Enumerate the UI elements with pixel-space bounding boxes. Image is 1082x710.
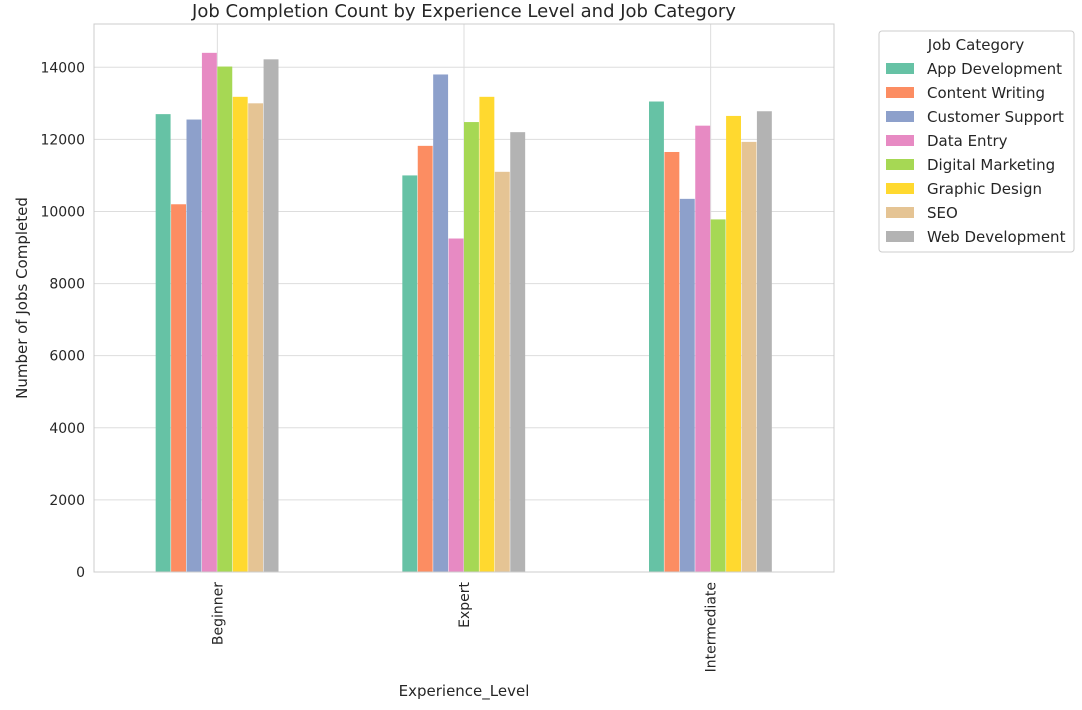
bar-digital-marketing-expert [464, 122, 479, 572]
bar-customer-support-beginner [186, 119, 202, 572]
legend-swatch-graphic-design [886, 183, 914, 194]
legend-label-graphic-design: Graphic Design [927, 180, 1042, 198]
legend-label-seo: SEO [927, 204, 958, 222]
legend-swatch-web-development [886, 231, 914, 242]
legend-swatch-customer-support [886, 111, 914, 122]
legend-label-content-writing: Content Writing [927, 84, 1045, 102]
bar-graphic-design-expert [479, 96, 495, 572]
y-tick-label: 4000 [49, 421, 85, 437]
y-tick-label: 8000 [49, 277, 85, 293]
bar-app-development-intermediate [649, 101, 664, 573]
legend-swatch-content-writing [886, 87, 914, 98]
bar-customer-support-expert [433, 74, 449, 572]
bar-web-development-expert [510, 132, 526, 572]
x-tick-label: Intermediate [704, 582, 720, 672]
bars [155, 52, 772, 573]
x-tick-label: Beginner [210, 582, 226, 645]
bar-graphic-design-beginner [232, 96, 248, 572]
y-tick-labels: 0 2000 4000 6000 8000 10000 12000 14000 [40, 60, 85, 581]
bar-app-development-beginner [155, 114, 171, 572]
bar-content-writing-beginner [171, 204, 186, 572]
bar-app-development-expert [402, 175, 418, 572]
y-tick-label: 14000 [40, 60, 85, 76]
legend-swatch-seo [886, 207, 914, 218]
bar-content-writing-intermediate [664, 151, 680, 572]
bar-seo-intermediate [741, 141, 757, 573]
legend-swatch-app-development [886, 63, 914, 74]
bar-graphic-design-intermediate [726, 115, 741, 573]
legend-items: App Development Content Writing Customer S… [886, 60, 1066, 246]
bar-customer-support-intermediate [679, 198, 695, 572]
y-tick-label: 2000 [49, 493, 85, 509]
y-axis-label: Number of Jobs Completed [13, 197, 31, 399]
bar-content-writing-expert [417, 145, 433, 572]
bar-data-entry-intermediate [695, 125, 711, 572]
y-tick-label: 0 [76, 565, 85, 581]
bar-data-entry-beginner [201, 52, 217, 573]
legend-label-app-development: App Development [927, 60, 1062, 78]
legend-swatch-digital-marketing [886, 159, 914, 170]
bar-digital-marketing-beginner [217, 66, 233, 572]
legend-swatch-data-entry [886, 135, 914, 146]
bar-web-development-intermediate [756, 111, 772, 572]
legend-frame [878, 30, 1075, 253]
x-tick-label: Expert [457, 582, 473, 628]
bar-seo-beginner [248, 103, 264, 572]
legend-label-digital-marketing: Digital Marketing [927, 156, 1055, 174]
legend: Job Category App Development Content Writ… [878, 30, 1075, 253]
bar-web-development-beginner [263, 59, 279, 572]
x-axis-label: Experience_Level [399, 682, 530, 701]
legend-label-web-development: Web Development [927, 228, 1066, 246]
bar-seo-expert [494, 171, 510, 572]
chart-title: Job Completion Count by Experience Level… [191, 1, 736, 22]
x-tick-labels: Beginner Expert Intermediate [210, 582, 719, 673]
y-tick-label: 12000 [40, 132, 85, 148]
legend-label-customer-support: Customer Support [927, 108, 1064, 126]
bar-data-entry-expert [448, 238, 464, 572]
y-tick-label: 6000 [49, 349, 85, 365]
legend-label-data-entry: Data Entry [927, 132, 1008, 150]
y-tick-label: 10000 [40, 204, 85, 220]
bar-digital-marketing-intermediate [710, 219, 726, 572]
plot-frame [93, 23, 835, 573]
legend-title: Job Category [927, 36, 1025, 54]
